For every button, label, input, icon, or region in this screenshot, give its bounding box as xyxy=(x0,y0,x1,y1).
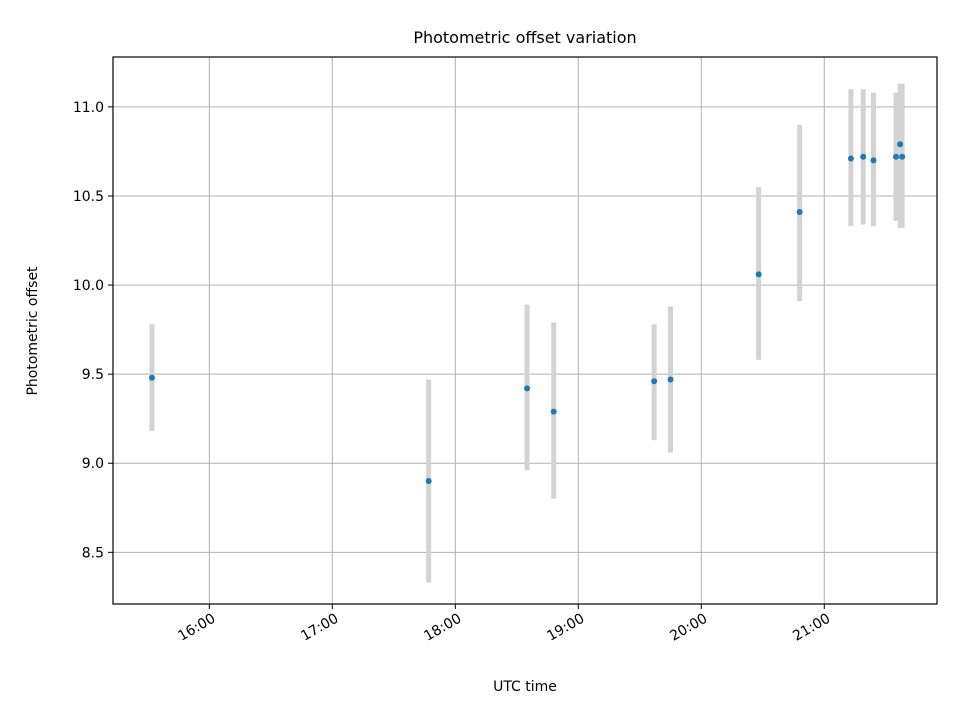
data-point xyxy=(667,376,674,383)
data-point xyxy=(847,155,854,162)
data-point xyxy=(893,153,900,160)
y-tick-label: 10.5 xyxy=(73,189,104,205)
y-axis-label: Photometric offset xyxy=(25,266,41,396)
data-points xyxy=(148,141,906,485)
x-tick-label: 20:00 xyxy=(667,611,710,645)
data-point xyxy=(148,374,155,381)
x-tick-label: 21:00 xyxy=(790,611,833,645)
x-tick-label: 16:00 xyxy=(175,611,218,645)
data-point xyxy=(870,157,877,164)
data-point xyxy=(651,378,658,385)
data-point xyxy=(897,141,904,148)
data-point xyxy=(796,209,803,216)
x-axis-ticks: 16:00 17:00 18:00 19:00 20:00 21:00 xyxy=(175,604,833,645)
data-point xyxy=(524,385,531,392)
x-axis-label: UTC time xyxy=(493,679,557,695)
x-tick-label: 19:00 xyxy=(544,611,587,645)
data-point xyxy=(755,271,762,278)
data-point xyxy=(860,153,867,160)
y-tick-label: 10.0 xyxy=(73,278,104,294)
y-axis-ticks: 8.5 9.0 9.5 10.0 10.5 11.0 xyxy=(73,100,113,561)
x-tick-label: 18:00 xyxy=(421,611,464,645)
chart-title: Photometric offset variation xyxy=(413,28,636,47)
y-tick-label: 9.5 xyxy=(82,367,104,383)
error-bars xyxy=(149,83,905,583)
y-tick-label: 8.5 xyxy=(82,545,104,561)
data-point xyxy=(550,408,557,415)
plot-frame xyxy=(112,56,938,605)
data-point xyxy=(425,478,432,485)
data-point xyxy=(899,153,906,160)
y-tick-label: 9.0 xyxy=(82,456,104,472)
x-tick-label: 17:00 xyxy=(298,611,341,645)
y-tick-label: 11.0 xyxy=(73,100,104,116)
